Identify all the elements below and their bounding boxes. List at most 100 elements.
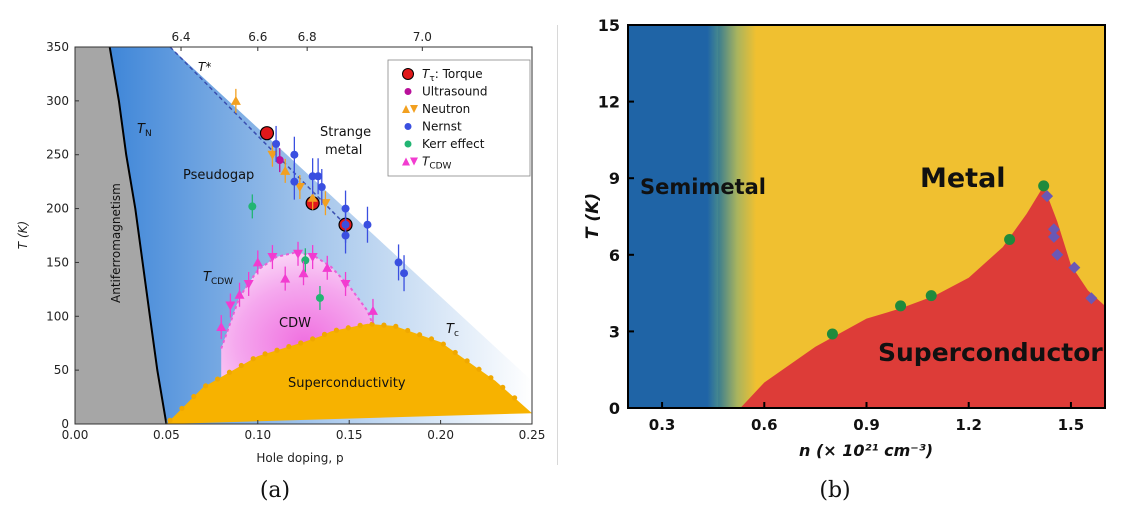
marker-nernst [308, 172, 317, 181]
marker-torque [259, 126, 275, 141]
legend-marker-up [402, 157, 410, 166]
tn-label: TN [137, 122, 152, 139]
legend-marker-down [410, 105, 418, 113]
legend-label: Tτ: Torque [422, 67, 483, 84]
top-tick-label: 6.6 [248, 30, 267, 44]
marker-circle [1038, 180, 1050, 192]
legend-label: TCDW [422, 155, 452, 172]
tc-dot [345, 325, 351, 331]
marker-neutron [294, 183, 305, 193]
x-tick-label: 0.25 [519, 428, 546, 442]
legend-marker-down [410, 157, 418, 166]
marker-t-cdw [322, 262, 333, 272]
marker-nernst [394, 258, 403, 267]
marker-t-cdw [216, 322, 227, 332]
marker-kerr-effect [248, 202, 257, 211]
y-tick-label: 300 [46, 94, 69, 108]
tc-dot [393, 323, 399, 329]
tc-dot [226, 369, 233, 375]
x-tick-label: 0.00 [62, 428, 89, 442]
tc-dot [452, 349, 458, 356]
tcdw-label: TCDW [203, 270, 233, 287]
marker-nernst [341, 231, 350, 240]
tc-dot [203, 383, 209, 389]
panel-a-frame [74, 46, 533, 425]
tc-dot [476, 366, 482, 372]
y-tick-label: 12 [598, 93, 620, 112]
semimetal-label: Semimetal [640, 175, 766, 199]
panel-b-xlabel: n (× 10²¹ cm⁻³) [799, 441, 933, 460]
marker-t-cdw [225, 301, 236, 311]
legend-label: Nernst [422, 120, 462, 134]
marker-t-cdw [340, 279, 351, 289]
marker-ultrasound [275, 156, 284, 165]
tc-dot [250, 356, 256, 362]
x-tick-label: 0.20 [427, 428, 454, 442]
panel-a-data-points [216, 88, 409, 340]
marker-neutron [267, 150, 278, 160]
marker-circle [1004, 233, 1016, 245]
strange-metal-label-line2: metal [325, 143, 362, 158]
panel-b-data-points [826, 180, 1098, 340]
legend-marker [404, 140, 412, 148]
y-tick-label: 3 [609, 322, 620, 341]
cdw-dome-line [220, 251, 374, 349]
marker-t-cdw [307, 253, 318, 263]
panel-b-plot-area [628, 25, 1105, 408]
marker-diamond [1047, 230, 1060, 243]
cdw-label: CDW [279, 316, 311, 331]
marker-nernst [314, 172, 323, 181]
tc-dot [310, 336, 316, 342]
tc-dot [262, 351, 268, 357]
marker-t-cdw [280, 273, 291, 283]
marker-nernst [272, 139, 281, 148]
marker-nernst [290, 150, 299, 159]
tc-dot [416, 332, 423, 338]
marker-diamond [1051, 248, 1064, 261]
marker-t-cdw [252, 257, 263, 267]
legend-marker [404, 88, 412, 95]
tc-dot [500, 384, 506, 390]
marker-nernst [290, 177, 299, 186]
antiferromagnetism-region [75, 47, 167, 424]
tc-dot [333, 327, 340, 333]
antiferromagnetism-label: Antiferromagnetism [109, 183, 123, 303]
tc-dot [286, 344, 292, 350]
marker-circle [826, 328, 838, 340]
y-tick-label: 150 [46, 255, 69, 269]
tc-dot [405, 327, 411, 334]
marker-t-cdw [293, 249, 304, 259]
marker-circle [895, 300, 907, 312]
marker-diamond [1047, 223, 1060, 236]
legend-label: Ultrasound [422, 85, 488, 99]
marker-circle [925, 290, 937, 302]
panel-a-ylabel: T (K) [16, 221, 30, 249]
panel-a-axes: 0.00 0.05 0.10 0.15 0.20 0.25 0 50 100 150 200 250 3… [46, 30, 545, 442]
x-tick-label: 1.2 [955, 416, 982, 434]
superconductivity-region [166, 323, 532, 424]
top-tick-label: 7.0 [413, 30, 432, 44]
tc-boundary-dots [167, 321, 518, 423]
panel-b-axes: 0.3 0.6 0.9 1.2 1.5 0 3 6 9 12 15 [598, 16, 1084, 434]
marker-diamond [1068, 261, 1081, 274]
tc-dot [191, 393, 197, 400]
tc-dot [428, 336, 435, 342]
marker-t-cdw [367, 305, 378, 315]
top-tick-label: 6.4 [171, 30, 190, 44]
panel-divider [557, 25, 558, 465]
strange-metal-label-line1: Strange [320, 125, 371, 140]
legend-box [387, 59, 531, 177]
y-tick-label: 9 [609, 169, 620, 188]
tc-dot [298, 340, 304, 346]
marker-diamond [1085, 292, 1098, 305]
semimetal-metal-transition [718, 25, 757, 408]
tc-dot [381, 322, 387, 328]
marker-neutron [307, 192, 318, 202]
y-tick-label: 0 [61, 417, 69, 431]
marker-nernst [317, 183, 326, 192]
marker-nernst [400, 269, 409, 278]
marker-nernst [363, 220, 372, 229]
tc-dot [464, 358, 470, 364]
x-tick-label: 1.5 [1058, 416, 1085, 434]
